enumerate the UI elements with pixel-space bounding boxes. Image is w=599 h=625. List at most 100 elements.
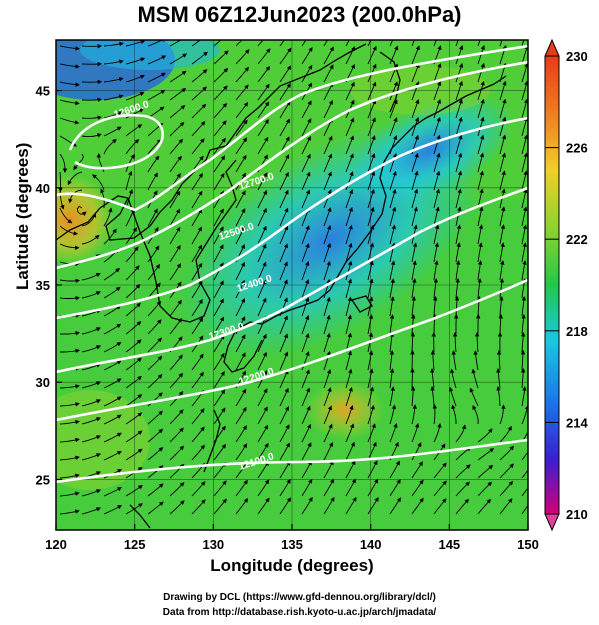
streamline [191,69,208,83]
streamline [59,63,80,69]
streamline [59,81,80,87]
streamline [81,417,102,425]
streamline [345,496,357,515]
streamline [389,63,399,83]
streamline [448,386,457,407]
streamline [235,279,245,299]
streamline [433,224,440,245]
streamline [213,443,227,461]
streamline [213,334,225,353]
streamline [323,153,333,173]
streamline [213,280,224,299]
streamline [430,349,436,371]
streamline [59,384,80,389]
streamline [323,64,334,83]
streamline [103,228,117,245]
streamline [59,473,80,479]
streamline [301,333,310,353]
streamline [345,171,354,191]
streamline [499,170,506,191]
streamline [147,139,162,155]
streamline [169,87,187,101]
streamline [455,224,462,245]
streamline [213,155,226,173]
streamline [521,296,527,317]
streamline [455,498,470,515]
streamline [389,135,398,155]
streamline [191,86,207,101]
streamline [455,242,461,263]
streamline [191,481,206,497]
streamline [433,480,447,497]
x-tick-label: 150 [517,537,539,552]
streamline [521,188,528,209]
streamline [191,426,205,443]
streamline [499,278,505,299]
streamline [103,111,124,119]
colorbar-tick-label: 226 [566,141,588,156]
streamline [521,40,525,47]
streamline [389,40,394,47]
streamline [323,100,333,119]
streamline [411,188,419,209]
streamline [477,498,492,515]
streamline [521,224,528,245]
streamline [103,41,124,47]
streamline [323,368,332,389]
streamline [389,332,395,353]
streamline [477,62,485,83]
streamline [147,263,160,281]
streamline [235,119,248,137]
streamline [345,46,356,65]
streamline [279,369,289,389]
streamline [279,261,288,281]
streamline [169,263,181,281]
credit-data: Data from http://database.rish.kyoto-u.a… [162,607,437,618]
streamline [389,478,401,497]
streamline [81,435,102,443]
streamline [433,40,437,47]
streamline [433,188,440,209]
streamline [213,498,227,515]
streamline [257,207,267,227]
streamline [125,320,142,335]
streamline [367,153,376,173]
streamline [521,62,528,83]
colorbar-tick-label: 218 [566,324,588,339]
streamline [323,478,335,497]
x-tick-label: 135 [281,537,303,552]
streamline [301,351,310,371]
streamline [125,74,145,83]
streamline [345,260,353,281]
streamline [213,226,224,245]
streamline [169,244,181,263]
streamline [323,460,334,479]
streamline [81,381,102,389]
streamline [103,207,113,227]
streamline [411,296,416,317]
streamline [81,507,102,515]
streamline [125,339,142,353]
streamline [147,483,164,497]
streamline [103,432,122,443]
contour-line [56,60,528,270]
streamline [323,441,333,461]
streamline [59,243,80,250]
streamline [213,352,225,371]
streamline [477,44,485,65]
streamline [389,296,395,317]
streamline [257,83,270,101]
streamline [367,441,377,461]
streamline [169,445,185,461]
streamline [147,245,160,263]
streamline [147,355,163,371]
streamline [279,387,289,407]
streamline [389,170,397,191]
streamline [433,296,438,317]
streamline [455,446,472,461]
temperature-field [56,40,528,530]
streamline [433,423,442,443]
streamline [498,313,504,335]
streamline [521,404,528,425]
streamline [345,478,356,497]
